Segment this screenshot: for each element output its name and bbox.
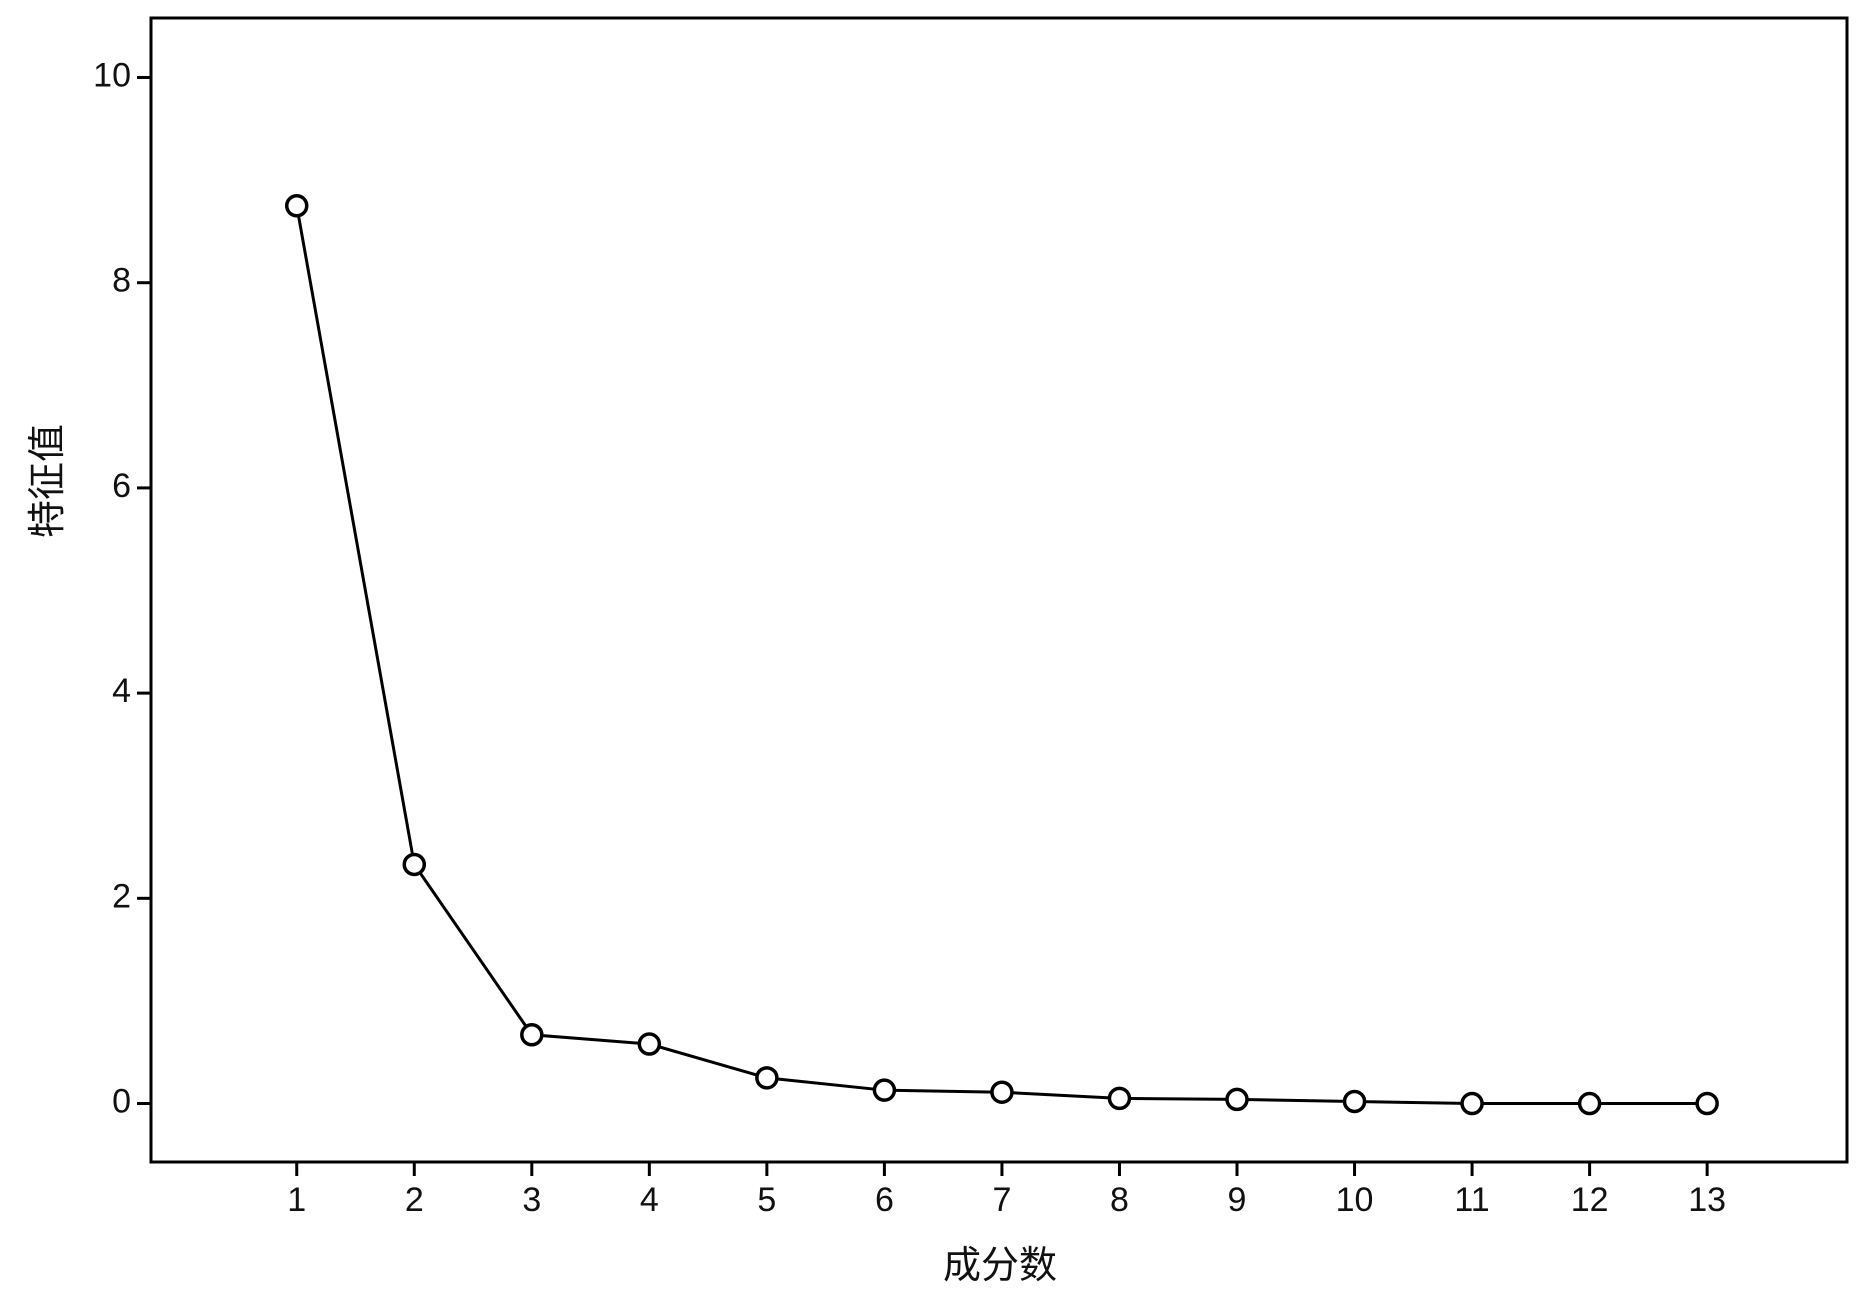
- y-tick-label: 4: [112, 672, 131, 710]
- x-tick-label: 10: [1336, 1181, 1374, 1219]
- marker: [1225, 1087, 1249, 1112]
- marker: [402, 852, 427, 877]
- x-tick-label: 3: [522, 1181, 541, 1219]
- x-axis-title: 成分数: [943, 1245, 1057, 1287]
- marker: [520, 1023, 544, 1047]
- x-tick-label: 13: [1688, 1181, 1726, 1219]
- y-tick-label: 10: [93, 56, 131, 94]
- x-tick-label: 2: [405, 1181, 424, 1219]
- marker: [1342, 1089, 1367, 1114]
- x-tick-label: 11: [1454, 1181, 1489, 1219]
- y-tick-label: 0: [112, 1083, 131, 1121]
- marker: [284, 194, 309, 218]
- marker: [1695, 1091, 1719, 1116]
- plot-frame: [149, 16, 1849, 1164]
- line: [295, 205, 1708, 1106]
- y-tick-label: 8: [112, 262, 131, 300]
- y-tick-label: 6: [112, 467, 131, 505]
- x-tick-label: 7: [992, 1181, 1011, 1219]
- x-tick-label: 6: [875, 1181, 894, 1219]
- x-tick-label: 9: [1228, 1181, 1247, 1219]
- y-tick-label: 2: [112, 877, 131, 915]
- marker: [637, 1032, 662, 1056]
- x-tick-label: 1: [287, 1181, 306, 1219]
- y-axis-title: 特征值: [27, 424, 69, 538]
- x-tick-label: 8: [1110, 1181, 1129, 1219]
- marker: [990, 1080, 1014, 1104]
- marker: [872, 1078, 897, 1102]
- marker: [1460, 1091, 1484, 1116]
- marker: [755, 1066, 779, 1090]
- x-tick-label: 12: [1571, 1181, 1609, 1219]
- marker: [1577, 1091, 1602, 1116]
- x-tick-label: 4: [640, 1181, 659, 1219]
- x-tick-label: 5: [757, 1181, 776, 1219]
- marker: [1107, 1086, 1132, 1111]
